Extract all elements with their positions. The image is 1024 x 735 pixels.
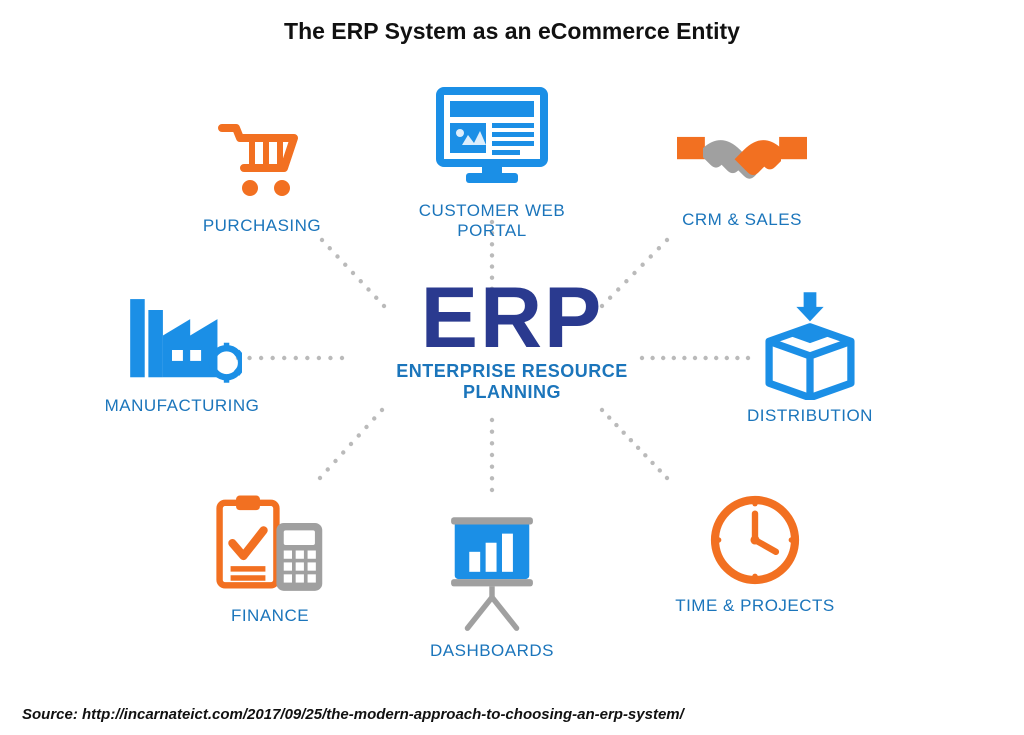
clock-icon xyxy=(645,490,865,590)
center-hub: ERP ENTERPRISE RESOURCE PLANNING xyxy=(352,280,672,403)
node-label-customer-web-portal: CUSTOMER WEB PORTAL xyxy=(382,201,602,241)
node-label-finance: FINANCE xyxy=(160,606,380,626)
cart-icon xyxy=(152,110,372,210)
box-arrow-icon xyxy=(700,290,920,400)
monitor-icon xyxy=(382,85,602,195)
center-abbr: ERP xyxy=(352,280,672,357)
node-manufacturing: MANUFACTURING xyxy=(72,290,292,416)
center-subtitle-line2: PLANNING xyxy=(352,382,672,403)
center-subtitle-line1: ENTERPRISE RESOURCE xyxy=(352,361,672,382)
node-finance: FINANCE xyxy=(160,490,380,626)
node-purchasing: PURCHASING xyxy=(152,110,372,236)
node-crm-sales: CRM & SALES xyxy=(632,120,852,230)
easel-chart-icon xyxy=(382,505,602,635)
clipboard-calc-icon xyxy=(160,490,380,600)
node-label-manufacturing: MANUFACTURING xyxy=(72,396,292,416)
node-label-crm-sales: CRM & SALES xyxy=(632,210,852,230)
handshake-icon xyxy=(632,120,852,204)
source-text: Source: http://incarnateict.com/2017/09/… xyxy=(22,706,684,723)
node-time-projects: TIME & PROJECTS xyxy=(645,490,865,616)
node-label-distribution: DISTRIBUTION xyxy=(700,406,920,426)
node-dashboards: DASHBOARDS xyxy=(382,505,602,661)
node-label-dashboards: DASHBOARDS xyxy=(382,641,602,661)
node-customer-web-portal: CUSTOMER WEB PORTAL xyxy=(382,85,602,241)
node-distribution: DISTRIBUTION xyxy=(700,290,920,426)
source-citation: Source: http://incarnateict.com/2017/09/… xyxy=(22,706,684,723)
node-label-purchasing: PURCHASING xyxy=(152,216,372,236)
factory-icon xyxy=(72,290,292,390)
node-label-time-projects: TIME & PROJECTS xyxy=(645,596,865,616)
